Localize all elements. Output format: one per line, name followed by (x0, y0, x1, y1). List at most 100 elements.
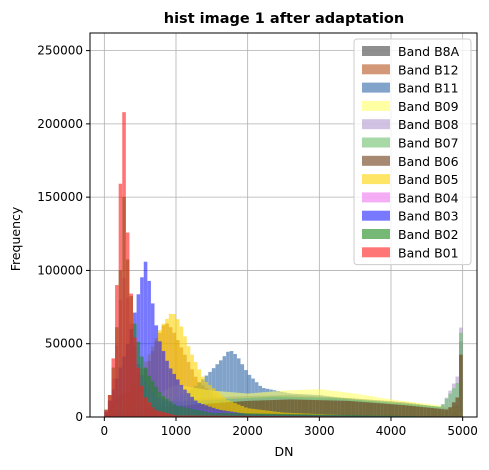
histogram-bar (236, 415, 241, 417)
histogram-bar (459, 354, 463, 417)
histogram-bar (215, 415, 219, 417)
histogram-bar (183, 407, 187, 417)
legend-swatch (362, 119, 390, 130)
histogram-bar (168, 368, 173, 417)
histogram-bar (387, 415, 391, 417)
histogram-bar (179, 384, 184, 417)
histogram-bar (315, 414, 320, 417)
histogram-bar (333, 414, 338, 417)
histogram-bar (219, 394, 223, 417)
y-axis: 0 50000 100000 150000 200000 250000 (37, 44, 90, 424)
x-axis-label: DN (275, 444, 294, 459)
histogram-bar (150, 381, 155, 417)
x-tick-label: 3000 (304, 424, 335, 438)
histogram-bar (351, 401, 356, 417)
histogram-bar (348, 415, 352, 417)
legend-frame (353, 38, 472, 266)
histogram-bar (161, 412, 166, 417)
histogram-bar (373, 402, 377, 417)
histogram-bar (434, 408, 438, 417)
legend-label: Band B08 (398, 117, 459, 132)
histogram-bar (287, 399, 291, 417)
histogram-bar (405, 405, 409, 417)
histogram-bar (125, 232, 130, 417)
histogram-bar (448, 393, 452, 417)
histogram-bar (226, 351, 230, 417)
histogram-bar (351, 415, 356, 417)
legend-label: Band B12 (398, 62, 459, 77)
histogram-bar (208, 412, 212, 417)
histogram-bar (226, 400, 230, 417)
histogram-bar (193, 400, 198, 417)
chart-title: hist image 1 after adaptation (164, 11, 404, 27)
histogram-bar (197, 410, 202, 417)
histogram-bar (233, 403, 237, 417)
legend-item: Band B8A (362, 44, 460, 59)
histogram-bar (140, 277, 144, 417)
histogram-bar (233, 413, 237, 417)
legend-item: Band B01 (362, 245, 459, 260)
histogram-bar (412, 406, 417, 417)
histogram-bar (326, 400, 331, 417)
histogram-bar (158, 411, 162, 417)
histogram-bar (419, 406, 424, 417)
histogram-bar (229, 351, 234, 417)
axes-frame (89, 32, 478, 418)
histogram-bar (215, 391, 219, 417)
histogram-bar (133, 337, 137, 417)
histogram-bar (330, 414, 334, 417)
histogram-bar (312, 414, 316, 417)
y-tick-label: 0 (75, 410, 83, 424)
histogram-bar (190, 396, 194, 417)
histogram-bar (244, 413, 248, 417)
histogram-bar (258, 409, 262, 417)
histogram-bar (383, 403, 388, 417)
histogram-bar (161, 351, 166, 417)
x-axis: 0 1000 2000 3000 4000 5000 (101, 417, 478, 438)
histogram-bar (165, 413, 169, 417)
histogram-bar (290, 399, 295, 417)
histogram-bar (129, 293, 133, 417)
histogram-bar (276, 413, 280, 417)
histogram-bar (204, 405, 209, 417)
histogram-bar (308, 414, 313, 417)
histogram-bar (330, 400, 334, 417)
legend-item: Band B03 (362, 209, 459, 224)
histogram-bar (254, 415, 259, 417)
histogram-bar (104, 409, 108, 417)
histogram-bar (208, 415, 212, 417)
histogram-bar (283, 399, 288, 417)
histogram-bar (168, 401, 173, 417)
histogram-bar (197, 369, 202, 417)
plot-area (104, 112, 463, 418)
histogram-bar (211, 412, 216, 417)
legend-label: Band B02 (398, 227, 459, 242)
histogram-bar (115, 285, 119, 417)
histogram-bar (150, 407, 155, 417)
histogram-bar (394, 415, 399, 417)
histogram-bar (322, 414, 327, 417)
legend-item: Band B06 (362, 154, 459, 169)
histogram-bar (176, 379, 180, 417)
histogram-bar (326, 414, 331, 417)
histogram-bar (358, 401, 363, 417)
histogram-bar (254, 409, 259, 417)
legend-label: Band B06 (398, 154, 459, 169)
histogram-bar (201, 410, 205, 417)
histogram-bar (158, 392, 162, 417)
histogram-bar (176, 319, 180, 417)
legend-swatch (362, 46, 390, 56)
legend-swatch (362, 229, 390, 239)
histogram-bar (294, 399, 298, 417)
histogram-bar (251, 415, 255, 417)
histogram-bar (186, 415, 191, 417)
histogram-bar (258, 415, 262, 417)
legend-swatch (362, 64, 390, 75)
y-tick-label: 100000 (37, 263, 83, 277)
histogram-bar (251, 400, 255, 417)
histogram-bar (362, 415, 366, 417)
histogram-bar (337, 400, 341, 417)
histogram-bar (258, 413, 262, 417)
histogram-bar (236, 358, 241, 417)
histogram-bar (441, 409, 445, 417)
